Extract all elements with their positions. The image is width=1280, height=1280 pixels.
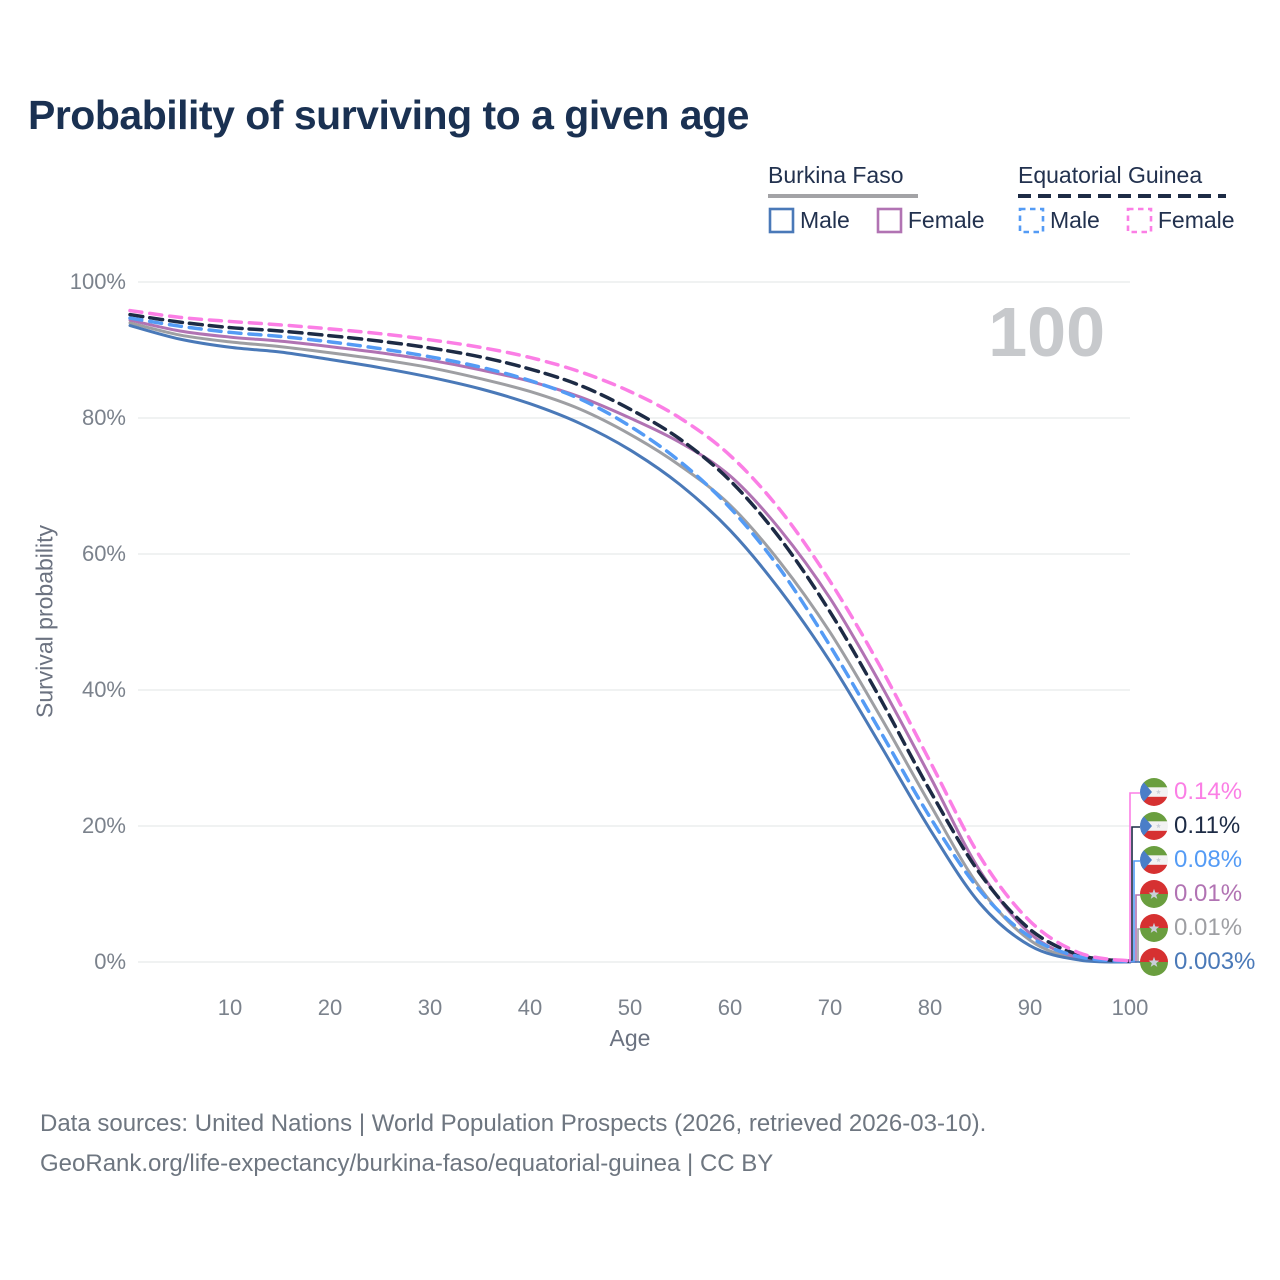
x-tick-10: 10 bbox=[217, 995, 243, 1020]
legend-swatch bbox=[768, 207, 795, 234]
legend-item-label: Male bbox=[800, 207, 850, 233]
x-tick-90: 90 bbox=[1017, 995, 1043, 1020]
y-tick-80%: 80% bbox=[81, 405, 126, 430]
age-counter: 100 bbox=[988, 293, 1105, 371]
line-burkina-faso-male bbox=[128, 324, 1132, 964]
x-tick-40: 40 bbox=[517, 995, 543, 1020]
end-label-value: 0.11% bbox=[1174, 812, 1241, 839]
x-tick-70: 70 bbox=[817, 995, 843, 1020]
footer: Data sources: United Nations | World Pop… bbox=[40, 1104, 986, 1184]
footer-attribution: GeoRank.org/life-expectancy/burkina-faso… bbox=[40, 1150, 774, 1177]
x-axis-title: Age bbox=[609, 1025, 651, 1051]
legend-item-burkina-faso-female[interactable]: Female bbox=[876, 207, 985, 234]
legend-item-label: Male bbox=[1050, 207, 1100, 233]
legend-swatch bbox=[1018, 207, 1045, 234]
legend-country-label: Equatorial Guinea bbox=[1018, 162, 1203, 188]
end-label-equatorial-guinea-total: 0.11% bbox=[1140, 812, 1240, 840]
line-equatorial-guinea-total bbox=[128, 312, 1132, 964]
end-label-connector bbox=[1129, 860, 1140, 963]
y-tick-20%: 20% bbox=[81, 813, 126, 838]
end-label-burkina-faso-total: 0.01% bbox=[1140, 914, 1242, 942]
y-tick-40%: 40% bbox=[81, 677, 126, 702]
equatorial-guinea-flag-icon bbox=[1140, 846, 1168, 874]
line-burkina-faso-female bbox=[128, 318, 1132, 964]
end-label-burkina-faso-male: 0.003% bbox=[1140, 948, 1255, 976]
page-title: Probability of surviving to a given age bbox=[28, 92, 749, 138]
end-label-value: 0.003% bbox=[1174, 948, 1256, 975]
end-label-value: 0.14% bbox=[1174, 778, 1243, 805]
legend-item-equatorial-guinea-female[interactable]: Female bbox=[1126, 207, 1235, 234]
end-label-connector bbox=[1129, 792, 1140, 962]
x-tick-80: 80 bbox=[917, 995, 943, 1020]
y-tick-60%: 60% bbox=[81, 541, 126, 566]
y-tick-100%: 100% bbox=[69, 269, 126, 294]
end-label-equatorial-guinea-male: 0.08% bbox=[1140, 846, 1242, 874]
legend-linestyle-sample-dashed bbox=[1018, 194, 1226, 198]
end-label-value: 0.01% bbox=[1174, 914, 1243, 941]
legend-items-row: Male Female bbox=[768, 207, 985, 234]
end-label-value: 0.01% bbox=[1174, 880, 1243, 907]
legend-item-equatorial-guinea-male[interactable]: Male bbox=[1018, 207, 1100, 234]
footer-data-sources: Data sources: United Nations | World Pop… bbox=[40, 1110, 987, 1137]
burkina-faso-flag-icon bbox=[1140, 914, 1168, 942]
x-tick-100: 100 bbox=[1111, 995, 1149, 1020]
legend-item-label: Female bbox=[907, 207, 985, 233]
x-tick-60: 60 bbox=[717, 995, 743, 1020]
burkina-faso-flag-icon bbox=[1140, 880, 1168, 908]
legend-group-burkina-faso: Burkina Faso Male Female bbox=[768, 162, 985, 234]
equatorial-guinea-flag-icon bbox=[1140, 778, 1168, 806]
equatorial-guinea-flag-icon bbox=[1140, 812, 1168, 840]
burkina-faso-flag-icon bbox=[1140, 948, 1168, 976]
legend-item-label: Female bbox=[1157, 207, 1235, 233]
x-tick-20: 20 bbox=[317, 995, 343, 1020]
line-burkina-faso-total bbox=[128, 321, 1132, 964]
legend-items-row: Male Female bbox=[1018, 207, 1235, 234]
end-label-burkina-faso-female: 0.01% bbox=[1140, 880, 1242, 908]
line-equatorial-guinea-female bbox=[128, 308, 1132, 963]
y-tick-0%: 0% bbox=[94, 949, 126, 974]
legend-item-burkina-faso-male[interactable]: Male bbox=[768, 207, 850, 234]
x-tick-30: 30 bbox=[417, 995, 443, 1020]
end-label-equatorial-guinea-female: 0.14% bbox=[1140, 778, 1242, 806]
line-equatorial-guinea-male bbox=[128, 316, 1132, 964]
legend-linestyle-sample-solid bbox=[768, 194, 918, 198]
legend-group-equatorial-guinea: Equatorial Guinea Male Female bbox=[1018, 162, 1235, 234]
x-tick-50: 50 bbox=[617, 995, 643, 1020]
legend-swatch bbox=[1126, 207, 1153, 234]
legend-country-label: Burkina Faso bbox=[768, 162, 904, 188]
y-axis-title: Survival probability bbox=[31, 524, 58, 719]
end-label-value: 0.08% bbox=[1174, 846, 1243, 873]
legend-swatch bbox=[876, 207, 903, 234]
